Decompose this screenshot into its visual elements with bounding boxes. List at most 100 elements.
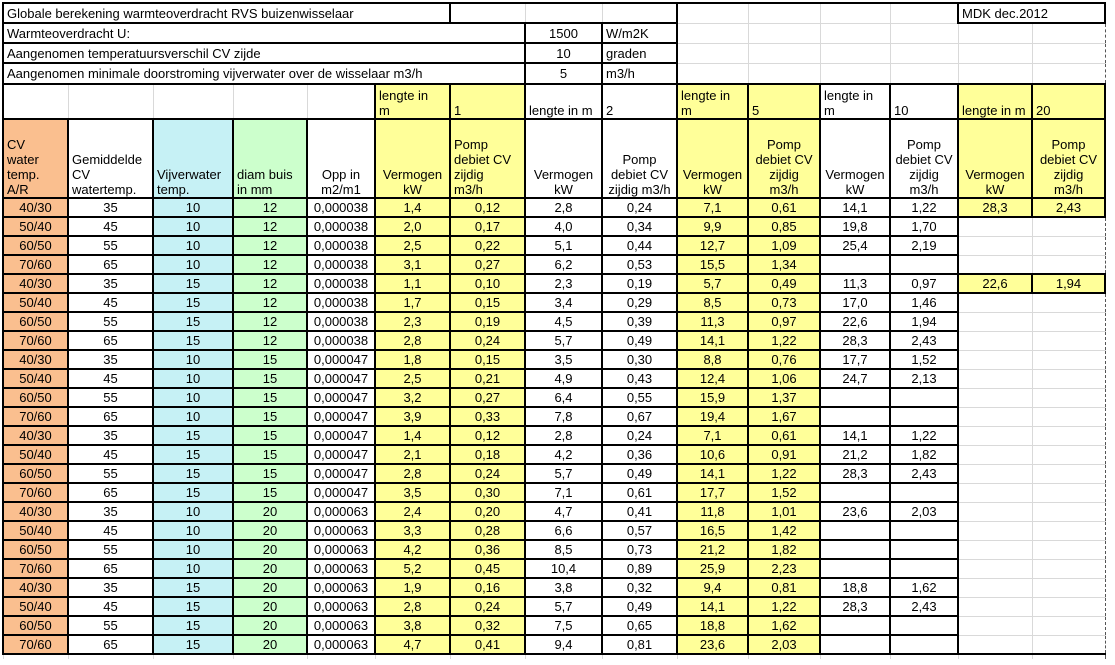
cell-vermogen-1m[interactable]: 3,1 bbox=[374, 254, 451, 275]
cell-pomp-debiet-10m[interactable]: 1,46 bbox=[889, 292, 959, 313]
param-label-u[interactable]: Warmteoverdracht U: bbox=[2, 22, 526, 44]
cell-diam-buis[interactable]: 15 bbox=[232, 463, 308, 484]
empty-cell[interactable] bbox=[232, 83, 308, 120]
cell-cv-water-temp[interactable]: 40/30 bbox=[2, 577, 69, 598]
cell-vermogen-20m[interactable] bbox=[957, 216, 1033, 237]
cell-vermogen-10m[interactable] bbox=[819, 520, 891, 541]
empty-cell[interactable] bbox=[67, 83, 154, 120]
header-length-20m[interactable]: lengte in m bbox=[957, 83, 1033, 120]
cell-diam-buis[interactable]: 12 bbox=[232, 330, 308, 351]
cell-pomp-debiet-2m[interactable]: 0,49 bbox=[601, 596, 678, 617]
cell-pomp-debiet-2m[interactable]: 0,29 bbox=[601, 292, 678, 313]
cell-cv-water-temp[interactable]: 40/30 bbox=[2, 501, 69, 522]
cell-gemiddelde-cv-watertemp[interactable]: 45 bbox=[67, 368, 154, 389]
cell-vermogen-5m[interactable]: 10,6 bbox=[676, 444, 749, 465]
empty-cell[interactable] bbox=[1031, 42, 1106, 64]
cell-vermogen-1m[interactable]: 2,8 bbox=[374, 596, 451, 617]
sheet-title[interactable]: Globale berekening warmteoverdracht RVS … bbox=[2, 2, 451, 24]
cell-vermogen-1m[interactable]: 2,5 bbox=[374, 368, 451, 389]
empty-cell[interactable] bbox=[889, 42, 959, 64]
cell-diam-buis[interactable]: 20 bbox=[232, 577, 308, 598]
cell-pomp-debiet-1m[interactable]: 0,27 bbox=[449, 254, 526, 275]
cell-pomp-debiet-2m[interactable]: 0,49 bbox=[601, 463, 678, 484]
cell-diam-buis[interactable]: 20 bbox=[232, 520, 308, 541]
cell-opp[interactable]: 0,000063 bbox=[306, 615, 376, 636]
cell-vijverwater-temp[interactable]: 15 bbox=[152, 311, 234, 332]
cell-pomp-debiet-10m[interactable]: 2,03 bbox=[889, 501, 959, 522]
cell-diam-buis[interactable]: 12 bbox=[232, 216, 308, 237]
cell-vijverwater-temp[interactable]: 15 bbox=[152, 444, 234, 465]
cell-diam-buis[interactable]: 15 bbox=[232, 444, 308, 465]
cell-pomp-debiet-2m[interactable]: 0,41 bbox=[601, 501, 678, 522]
cell-cv-water-temp[interactable]: 70/60 bbox=[2, 330, 69, 351]
header-length-1m[interactable]: lengte in m bbox=[374, 83, 451, 120]
cell-gemiddelde-cv-watertemp[interactable]: 35 bbox=[67, 577, 154, 598]
cell-pomp-debiet-1m[interactable]: 0,15 bbox=[449, 349, 526, 370]
cell-vermogen-10m[interactable] bbox=[819, 539, 891, 560]
cell-vermogen-2m[interactable]: 9,4 bbox=[524, 634, 603, 655]
cell-cv-water-temp[interactable]: 70/60 bbox=[2, 254, 69, 275]
cell-vermogen-2m[interactable]: 4,5 bbox=[524, 311, 603, 332]
cell-vijverwater-temp[interactable]: 15 bbox=[152, 482, 234, 503]
cell-pomp-debiet-5m[interactable]: 1,34 bbox=[747, 254, 821, 275]
cell-vijverwater-temp[interactable]: 10 bbox=[152, 558, 234, 579]
cell-vijverwater-temp[interactable]: 10 bbox=[152, 216, 234, 237]
cell-gemiddelde-cv-watertemp[interactable]: 45 bbox=[67, 216, 154, 237]
cell-gemiddelde-cv-watertemp[interactable]: 65 bbox=[67, 330, 154, 351]
cell-gemiddelde-cv-watertemp[interactable]: 35 bbox=[67, 197, 154, 218]
param-label-dt[interactable]: Aangenomen temperatuursverschil CV zijde bbox=[2, 42, 526, 64]
cell-pomp-debiet-10m[interactable]: 0,97 bbox=[889, 273, 959, 294]
cell-gemiddelde-cv-watertemp[interactable]: 55 bbox=[67, 463, 154, 484]
cell-pomp-debiet-2m[interactable]: 0,67 bbox=[601, 406, 678, 427]
cell-gemiddelde-cv-watertemp[interactable]: 55 bbox=[67, 615, 154, 636]
cell-vermogen-1m[interactable]: 2,1 bbox=[374, 444, 451, 465]
cell-cv-water-temp[interactable]: 70/60 bbox=[2, 406, 69, 427]
cell-vermogen-20m[interactable] bbox=[957, 463, 1033, 484]
cell-diam-buis[interactable]: 15 bbox=[232, 349, 308, 370]
cell-opp[interactable]: 0,000047 bbox=[306, 349, 376, 370]
cell-vermogen-5m[interactable]: 11,3 bbox=[676, 311, 749, 332]
cell-vermogen-1m[interactable]: 3,9 bbox=[374, 406, 451, 427]
cell-pomp-debiet-10m[interactable]: 2,13 bbox=[889, 368, 959, 389]
cell-pomp-debiet-20m[interactable] bbox=[1031, 615, 1106, 636]
cell-cv-water-temp[interactable]: 40/30 bbox=[2, 425, 69, 446]
cell-vijverwater-temp[interactable]: 15 bbox=[152, 634, 234, 655]
cell-pomp-debiet-1m[interactable]: 0,18 bbox=[449, 444, 526, 465]
empty-cell[interactable] bbox=[889, 22, 959, 44]
cell-pomp-debiet-1m[interactable]: 0,36 bbox=[449, 539, 526, 560]
cell-pomp-debiet-1m[interactable]: 0,16 bbox=[449, 577, 526, 598]
cell-vijverwater-temp[interactable]: 10 bbox=[152, 349, 234, 370]
cell-pomp-debiet-2m[interactable]: 0,24 bbox=[601, 425, 678, 446]
cell-pomp-debiet-20m[interactable] bbox=[1031, 634, 1106, 655]
header-pomp-debiet-10m[interactable]: Pomp debiet CV zijdig m3/h bbox=[889, 118, 959, 199]
cell-cv-water-temp[interactable]: 40/30 bbox=[2, 197, 69, 218]
cell-pomp-debiet-2m[interactable]: 0,24 bbox=[601, 197, 678, 218]
cell-opp[interactable]: 0,000038 bbox=[306, 235, 376, 256]
cell-vermogen-20m[interactable] bbox=[957, 235, 1033, 256]
cell-pomp-debiet-10m[interactable] bbox=[889, 615, 959, 636]
cell-vermogen-2m[interactable]: 5,7 bbox=[524, 596, 603, 617]
cell-pomp-debiet-10m[interactable] bbox=[889, 254, 959, 275]
cell-vermogen-10m[interactable] bbox=[819, 254, 891, 275]
header-length-value-10m[interactable]: 10 bbox=[889, 83, 959, 120]
cell-cv-water-temp[interactable]: 70/60 bbox=[2, 482, 69, 503]
cell-diam-buis[interactable]: 20 bbox=[232, 501, 308, 522]
cell-vermogen-2m[interactable]: 4,0 bbox=[524, 216, 603, 237]
cell-pomp-debiet-1m[interactable]: 0,21 bbox=[449, 368, 526, 389]
cell-vermogen-2m[interactable]: 5,1 bbox=[524, 235, 603, 256]
cell-pomp-debiet-20m[interactable] bbox=[1031, 425, 1106, 446]
empty-cell[interactable] bbox=[819, 62, 891, 85]
cell-vermogen-2m[interactable]: 2,8 bbox=[524, 197, 603, 218]
cell-vijverwater-temp[interactable]: 10 bbox=[152, 520, 234, 541]
cell-vermogen-10m[interactable] bbox=[819, 387, 891, 408]
header-length-value-1m[interactable]: 1 bbox=[449, 83, 526, 120]
cell-vermogen-1m[interactable]: 3,2 bbox=[374, 387, 451, 408]
cell-cv-water-temp[interactable]: 70/60 bbox=[2, 558, 69, 579]
empty-cell[interactable] bbox=[889, 2, 959, 24]
cell-vermogen-20m[interactable]: 22,6 bbox=[957, 273, 1033, 294]
cell-opp[interactable]: 0,000038 bbox=[306, 197, 376, 218]
cell-pomp-debiet-20m[interactable] bbox=[1031, 482, 1106, 503]
cell-vermogen-20m[interactable] bbox=[957, 501, 1033, 522]
cell-pomp-debiet-5m[interactable]: 0,73 bbox=[747, 292, 821, 313]
cell-pomp-debiet-5m[interactable]: 2,03 bbox=[747, 634, 821, 655]
